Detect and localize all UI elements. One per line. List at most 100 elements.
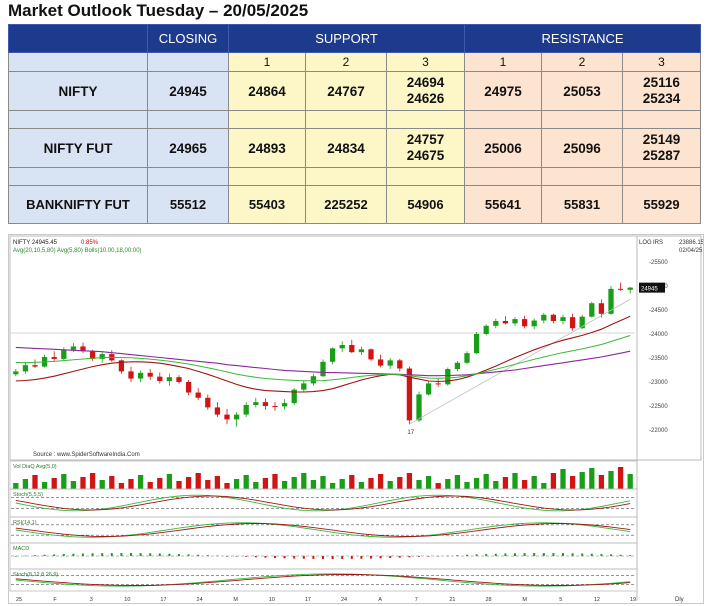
candle (224, 414, 230, 420)
macd-bar (72, 553, 75, 556)
macd-bar (302, 556, 305, 559)
indicator-pane-label: Stoch(5,5,5) (13, 492, 43, 498)
table-row-nifty: NIFTY 24945 24864 24767 24694 24626 24975… (8, 71, 701, 111)
last-price-box (639, 282, 665, 293)
header-row: CLOSING SUPPORT RESISTANCE (8, 24, 701, 53)
x-axis-label: 12 (594, 597, 600, 603)
volume-bar (627, 474, 633, 489)
level-r3: 3 (622, 52, 701, 72)
macd-bar (245, 556, 248, 557)
price-tick-label: -22500 (649, 404, 668, 410)
row-s2: 24834 (305, 128, 387, 168)
macd-bar (322, 556, 324, 559)
row-r2: 25053 (541, 71, 623, 111)
macd-bar (274, 556, 276, 558)
last-price-label: 24945 (641, 287, 658, 293)
macd-bar (187, 554, 190, 556)
candle (99, 354, 105, 359)
row-s1: 24864 (228, 71, 306, 111)
x-axis-label: F (53, 597, 57, 603)
x-axis-label: 10 (269, 597, 275, 603)
volume-bar (349, 475, 355, 489)
volume-bar (464, 482, 470, 489)
macd-bar (523, 553, 526, 556)
candle (464, 353, 470, 363)
price-tick-label: -25500 (649, 260, 668, 266)
candle (560, 317, 566, 321)
candle (118, 360, 125, 372)
macd-bar (43, 554, 46, 556)
volume-bar (109, 476, 115, 489)
row-r3: 25149 25287 (622, 128, 701, 168)
volume-bar (80, 477, 86, 489)
volume-bar (253, 482, 259, 489)
candle (310, 376, 317, 384)
macd-bar (398, 556, 401, 558)
candle (502, 321, 509, 324)
macd-bar (341, 556, 344, 559)
candle (329, 348, 336, 362)
page-title: Market Outlook Tuesday – 20/05/2025 (8, 1, 309, 20)
volume-bar (473, 478, 480, 489)
row-s3-b: 24626 (406, 91, 445, 106)
candle (435, 383, 441, 385)
volume-bar (205, 480, 211, 489)
row-closing: 55512 (147, 185, 229, 224)
row-r3-a: 25149 (642, 132, 681, 147)
candle (185, 381, 192, 393)
candle (627, 287, 633, 290)
row-r2: 55831 (541, 185, 623, 224)
candle (579, 316, 585, 329)
volume-bar (435, 483, 441, 489)
x-axis-label: M (233, 597, 238, 603)
row-r3-b: 25287 (642, 148, 681, 163)
macd-bar (149, 553, 152, 556)
macd-bar (101, 553, 104, 556)
candle (483, 325, 489, 334)
candle (493, 321, 499, 326)
x-axis-label: 19 (630, 597, 636, 603)
volume-bar (301, 473, 307, 489)
macd-bar (158, 553, 161, 556)
table-row-banknifty-fut: BANKNIFTY FUT 55512 55403 225252 54906 5… (8, 185, 701, 224)
volume-bar (137, 475, 144, 489)
row-r1: 55641 (464, 185, 542, 224)
spacer-row (8, 110, 701, 129)
candle (377, 359, 384, 366)
level-s2: 2 (305, 52, 387, 72)
volume-bar (569, 476, 576, 489)
candle (89, 351, 96, 359)
row-name: NIFTY FUT (8, 128, 148, 168)
candle (598, 303, 605, 314)
macd-bar (475, 554, 478, 556)
volume-bar (550, 473, 557, 489)
volume-bar (233, 479, 240, 489)
candle (233, 414, 240, 420)
candle (397, 360, 403, 369)
price-chart[interactable]: -22000-22500-23000-23500-24000-24500-250… (8, 234, 704, 604)
row-closing: 24965 (147, 128, 229, 168)
chart-symbol: NIFTY 24945.45 (13, 240, 58, 246)
macd-bar (552, 553, 555, 556)
price-tick-label: -23500 (649, 356, 668, 362)
price-tick-label: -23000 (649, 380, 668, 386)
outlook-table: CLOSING SUPPORT RESISTANCE 1 2 3 1 2 3 N… (8, 24, 701, 224)
candle (51, 357, 57, 359)
volume-bar (41, 482, 48, 489)
indicator-pane-label: MACD (13, 546, 29, 552)
volume-bar (502, 477, 509, 489)
candle (205, 397, 211, 408)
chart-svg: -22000-22500-23000-23500-24000-24500-250… (9, 235, 703, 603)
candle (243, 405, 249, 415)
x-axis-label: 3 (90, 597, 93, 603)
moving-average-line (15, 335, 631, 382)
macd-bar (408, 556, 411, 558)
volume-bar (358, 482, 365, 489)
row-s3: 54906 (386, 185, 465, 224)
oscillator-signal-line (15, 574, 631, 586)
macd-bar (494, 553, 497, 556)
volume-bar (608, 471, 614, 489)
macd-bar (130, 553, 132, 556)
candle (281, 403, 288, 407)
candle (262, 402, 269, 406)
